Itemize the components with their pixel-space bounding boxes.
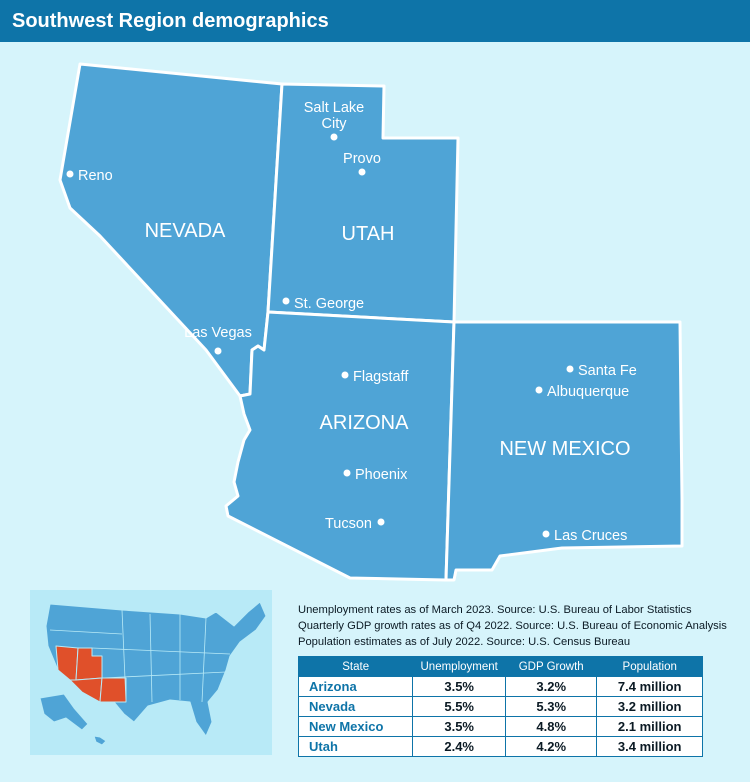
us-inset-map: [30, 590, 272, 755]
city-dot-flagstaff: [341, 371, 349, 379]
data-notes: Unemployment rates as of March 2023. Sou…: [298, 602, 738, 650]
cell-unemployment: 2.4%: [412, 736, 506, 757]
table-header-row: State Unemployment GDP Growth Population: [297, 656, 703, 677]
city-label-provo: Provo: [343, 151, 381, 167]
city-label-phoenix: Phoenix: [355, 467, 408, 483]
header-unemployment: Unemployment: [412, 656, 506, 677]
demographics-table: State Unemployment GDP Growth Population…: [297, 656, 703, 757]
state-label-new-mexico: NEW MEXICO: [499, 438, 630, 460]
cell-population: 7.4 million: [596, 676, 703, 697]
southwest-map: NEVADA UTAH ARIZONA NEW MEXICO Reno Salt…: [58, 62, 684, 582]
table-row: New Mexico 3.5% 4.8% 2.1 million: [297, 716, 703, 737]
city-label-flagstaff: Flagstaff: [353, 369, 409, 385]
alaska: [39, 693, 89, 731]
cell-population: 3.2 million: [596, 696, 703, 717]
cell-gdp: 5.3%: [504, 696, 598, 717]
note-gdp: Quarterly GDP growth rates as of Q4 2022…: [298, 620, 727, 632]
cell-unemployment: 3.5%: [412, 676, 506, 697]
city-dot-tucson: [377, 518, 385, 526]
city-dot-phoenix: [343, 469, 351, 477]
city-dot-santa-fe: [566, 365, 574, 373]
cell-gdp: 4.2%: [504, 736, 598, 757]
city-dot-st-george: [282, 297, 290, 305]
cell-gdp: 3.2%: [504, 676, 598, 697]
cell-unemployment: 5.5%: [412, 696, 506, 717]
inset-highlight-new-mexico: [99, 677, 127, 703]
state-label-utah: UTAH: [342, 223, 395, 245]
inset-highlight-arizona: [69, 677, 103, 703]
state-new-mexico[interactable]: [444, 320, 684, 582]
cell-state: Utah: [297, 736, 414, 757]
cell-population: 2.1 million: [596, 716, 703, 737]
city-dot-albuquerque: [535, 386, 543, 394]
cell-population: 3.4 million: [596, 736, 703, 757]
state-label-arizona: ARIZONA: [320, 412, 410, 434]
city-label-salt-lake-city-1: Salt Lake: [304, 100, 364, 116]
header-state: State: [297, 656, 414, 677]
city-label-reno: Reno: [78, 168, 113, 184]
city-dot-las-cruces: [542, 530, 550, 538]
cell-unemployment: 3.5%: [412, 716, 506, 737]
header-gdp-growth: GDP Growth: [504, 656, 598, 677]
table-row: Utah 2.4% 4.2% 3.4 million: [297, 736, 703, 757]
state-utah[interactable]: [266, 82, 460, 324]
city-label-salt-lake-city-2: City: [322, 116, 348, 132]
state-label-nevada: NEVADA: [145, 220, 226, 242]
page-title: Southwest Region demographics: [0, 0, 750, 42]
table-row: Arizona 3.5% 3.2% 7.4 million: [297, 676, 703, 697]
us-map-svg: [39, 601, 267, 746]
table-row: Nevada 5.5% 5.3% 3.2 million: [297, 696, 703, 717]
hawaii: [93, 735, 107, 746]
city-label-las-vegas: Las Vegas: [184, 325, 252, 341]
city-label-albuquerque: Albuquerque: [547, 384, 629, 400]
note-population: Population estimates as of July 2022. So…: [298, 636, 631, 648]
city-label-st-george: St. George: [294, 296, 364, 312]
note-unemployment: Unemployment rates as of March 2023. Sou…: [298, 604, 692, 616]
city-label-tucson: Tucson: [325, 516, 372, 532]
cell-gdp: 4.8%: [504, 716, 598, 737]
cell-state: Arizona: [297, 676, 414, 697]
inset-highlight-nevada: [55, 645, 79, 681]
city-label-santa-fe: Santa Fe: [578, 363, 637, 379]
city-dot-reno: [66, 170, 74, 178]
city-dot-salt-lake-city: [330, 133, 338, 141]
city-dot-provo: [358, 168, 366, 176]
cell-state: New Mexico: [297, 716, 414, 737]
cell-state: Nevada: [297, 696, 414, 717]
header-population: Population: [596, 656, 703, 677]
city-label-las-cruces: Las Cruces: [554, 528, 627, 544]
city-dot-las-vegas: [214, 347, 222, 355]
state-arizona[interactable]: [224, 310, 456, 582]
